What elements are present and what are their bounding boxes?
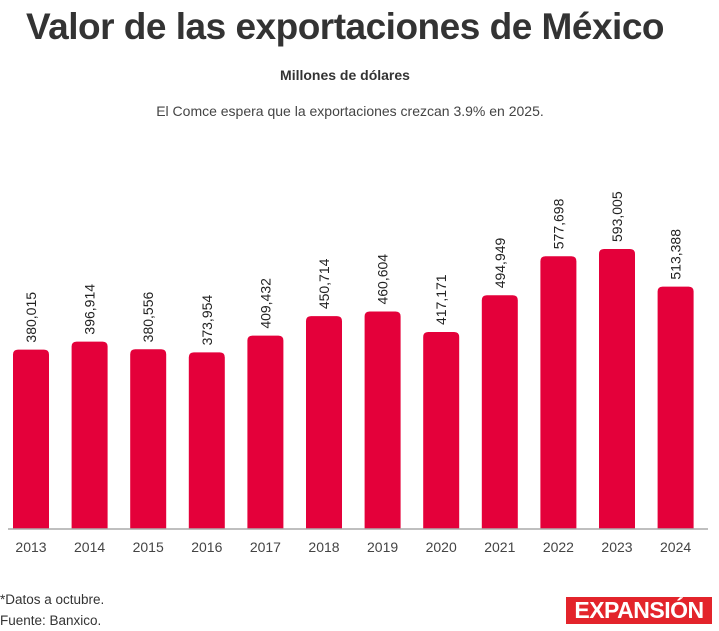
x-tick-label-2019: 2019 (367, 539, 398, 555)
data-label-2023: 593,005 (609, 191, 625, 242)
data-label-2014: 396,914 (82, 284, 98, 335)
data-label-2020: 417,171 (433, 274, 449, 325)
bar-2014 (71, 341, 108, 529)
data-label-2016: 373,954 (199, 295, 215, 346)
bar-2024 (657, 286, 694, 529)
x-tick-label-2022: 2022 (543, 539, 574, 555)
data-label-2022: 577,698 (550, 198, 566, 249)
data-label-2015: 380,556 (140, 291, 156, 342)
data-label-2018: 450,714 (316, 258, 332, 309)
data-label-2013: 380,015 (23, 292, 39, 343)
bar-2017 (247, 335, 284, 529)
x-tick-label-2020: 2020 (426, 539, 457, 555)
bar-2016 (188, 352, 225, 529)
bar-2021 (481, 295, 518, 529)
bar-2013 (13, 349, 49, 529)
bar-chart: 380,015 396,914 380,556 373,954 409,432 450,7… (8, 191, 708, 555)
bar-2019 (364, 311, 401, 529)
data-label-2019: 460,604 (375, 254, 391, 305)
chart-title: Valor de las exportaciones de México (26, 6, 665, 47)
x-tick-label-2021: 2021 (484, 539, 515, 555)
x-tick-label-2013: 2013 (15, 539, 46, 555)
x-tick-label-2023: 2023 (601, 539, 632, 555)
chart-description: El Comce espera que la exportaciones cre… (156, 103, 544, 119)
x-tick-label-2015: 2015 (133, 539, 164, 555)
chart-subtitle: Millones de dólares (280, 67, 410, 83)
footnote-note: *Datos a octubre. (0, 592, 105, 607)
bar-2022 (540, 256, 577, 529)
data-label-2021: 494,949 (492, 237, 508, 288)
data-labels-group: 380,015 396,914 380,556 373,954 409,432 450,7… (23, 191, 684, 345)
x-tick-label-2018: 2018 (308, 539, 339, 555)
bar-2015 (130, 349, 167, 529)
data-label-2017: 409,432 (257, 278, 273, 329)
footnote-source: Fuente: Banxico. (0, 613, 102, 628)
expansion-logo: EXPANSIÓN (566, 597, 712, 624)
bar-2020 (423, 332, 460, 529)
x-tick-label-2014: 2014 (74, 539, 105, 555)
x-tick-label-2024: 2024 (660, 539, 691, 555)
data-label-2024: 513,388 (668, 229, 684, 280)
bars-group (13, 249, 694, 529)
x-tick-labels-group: 2013 2014 2015 2016 2017 2018 2019 2020 2021 2022… (15, 539, 691, 555)
bar-2018 (306, 316, 342, 529)
x-tick-label-2017: 2017 (250, 539, 281, 555)
bar-2023 (599, 249, 635, 529)
x-tick-label-2016: 2016 (191, 539, 222, 555)
